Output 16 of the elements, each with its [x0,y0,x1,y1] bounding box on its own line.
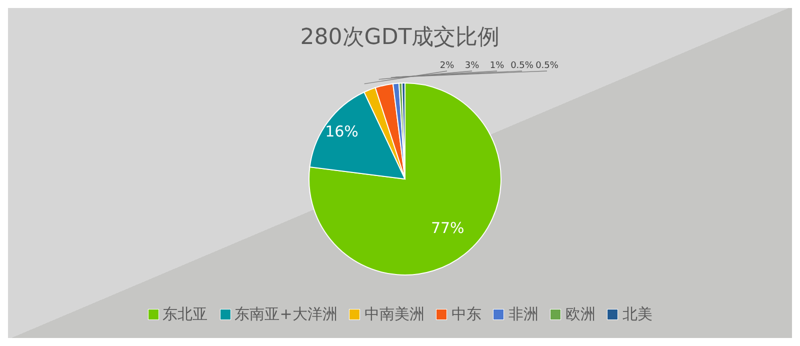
legend-label: 非洲 [507,305,538,324]
data-label: 77% [430,219,464,238]
data-label: 0.5% [536,61,559,71]
data-label: 3% [464,61,480,71]
chart-title: 280次GDT成交比例 [299,24,501,52]
data-label: 1% [490,61,505,71]
data-label: 2% [440,61,455,71]
data-label: 0.5% [510,61,534,71]
pie-slice [308,82,502,276]
data-label: 16% [325,122,358,141]
legend-label: 北美 [621,305,652,324]
legend-label: 中东 [450,305,482,324]
legend-label: 东南亚+大洋洲 [234,305,338,324]
legend-label: 东北亚 [162,305,208,324]
legend-label: 中南美洲 [363,305,424,324]
legend-label: 欧洲 [564,305,596,324]
